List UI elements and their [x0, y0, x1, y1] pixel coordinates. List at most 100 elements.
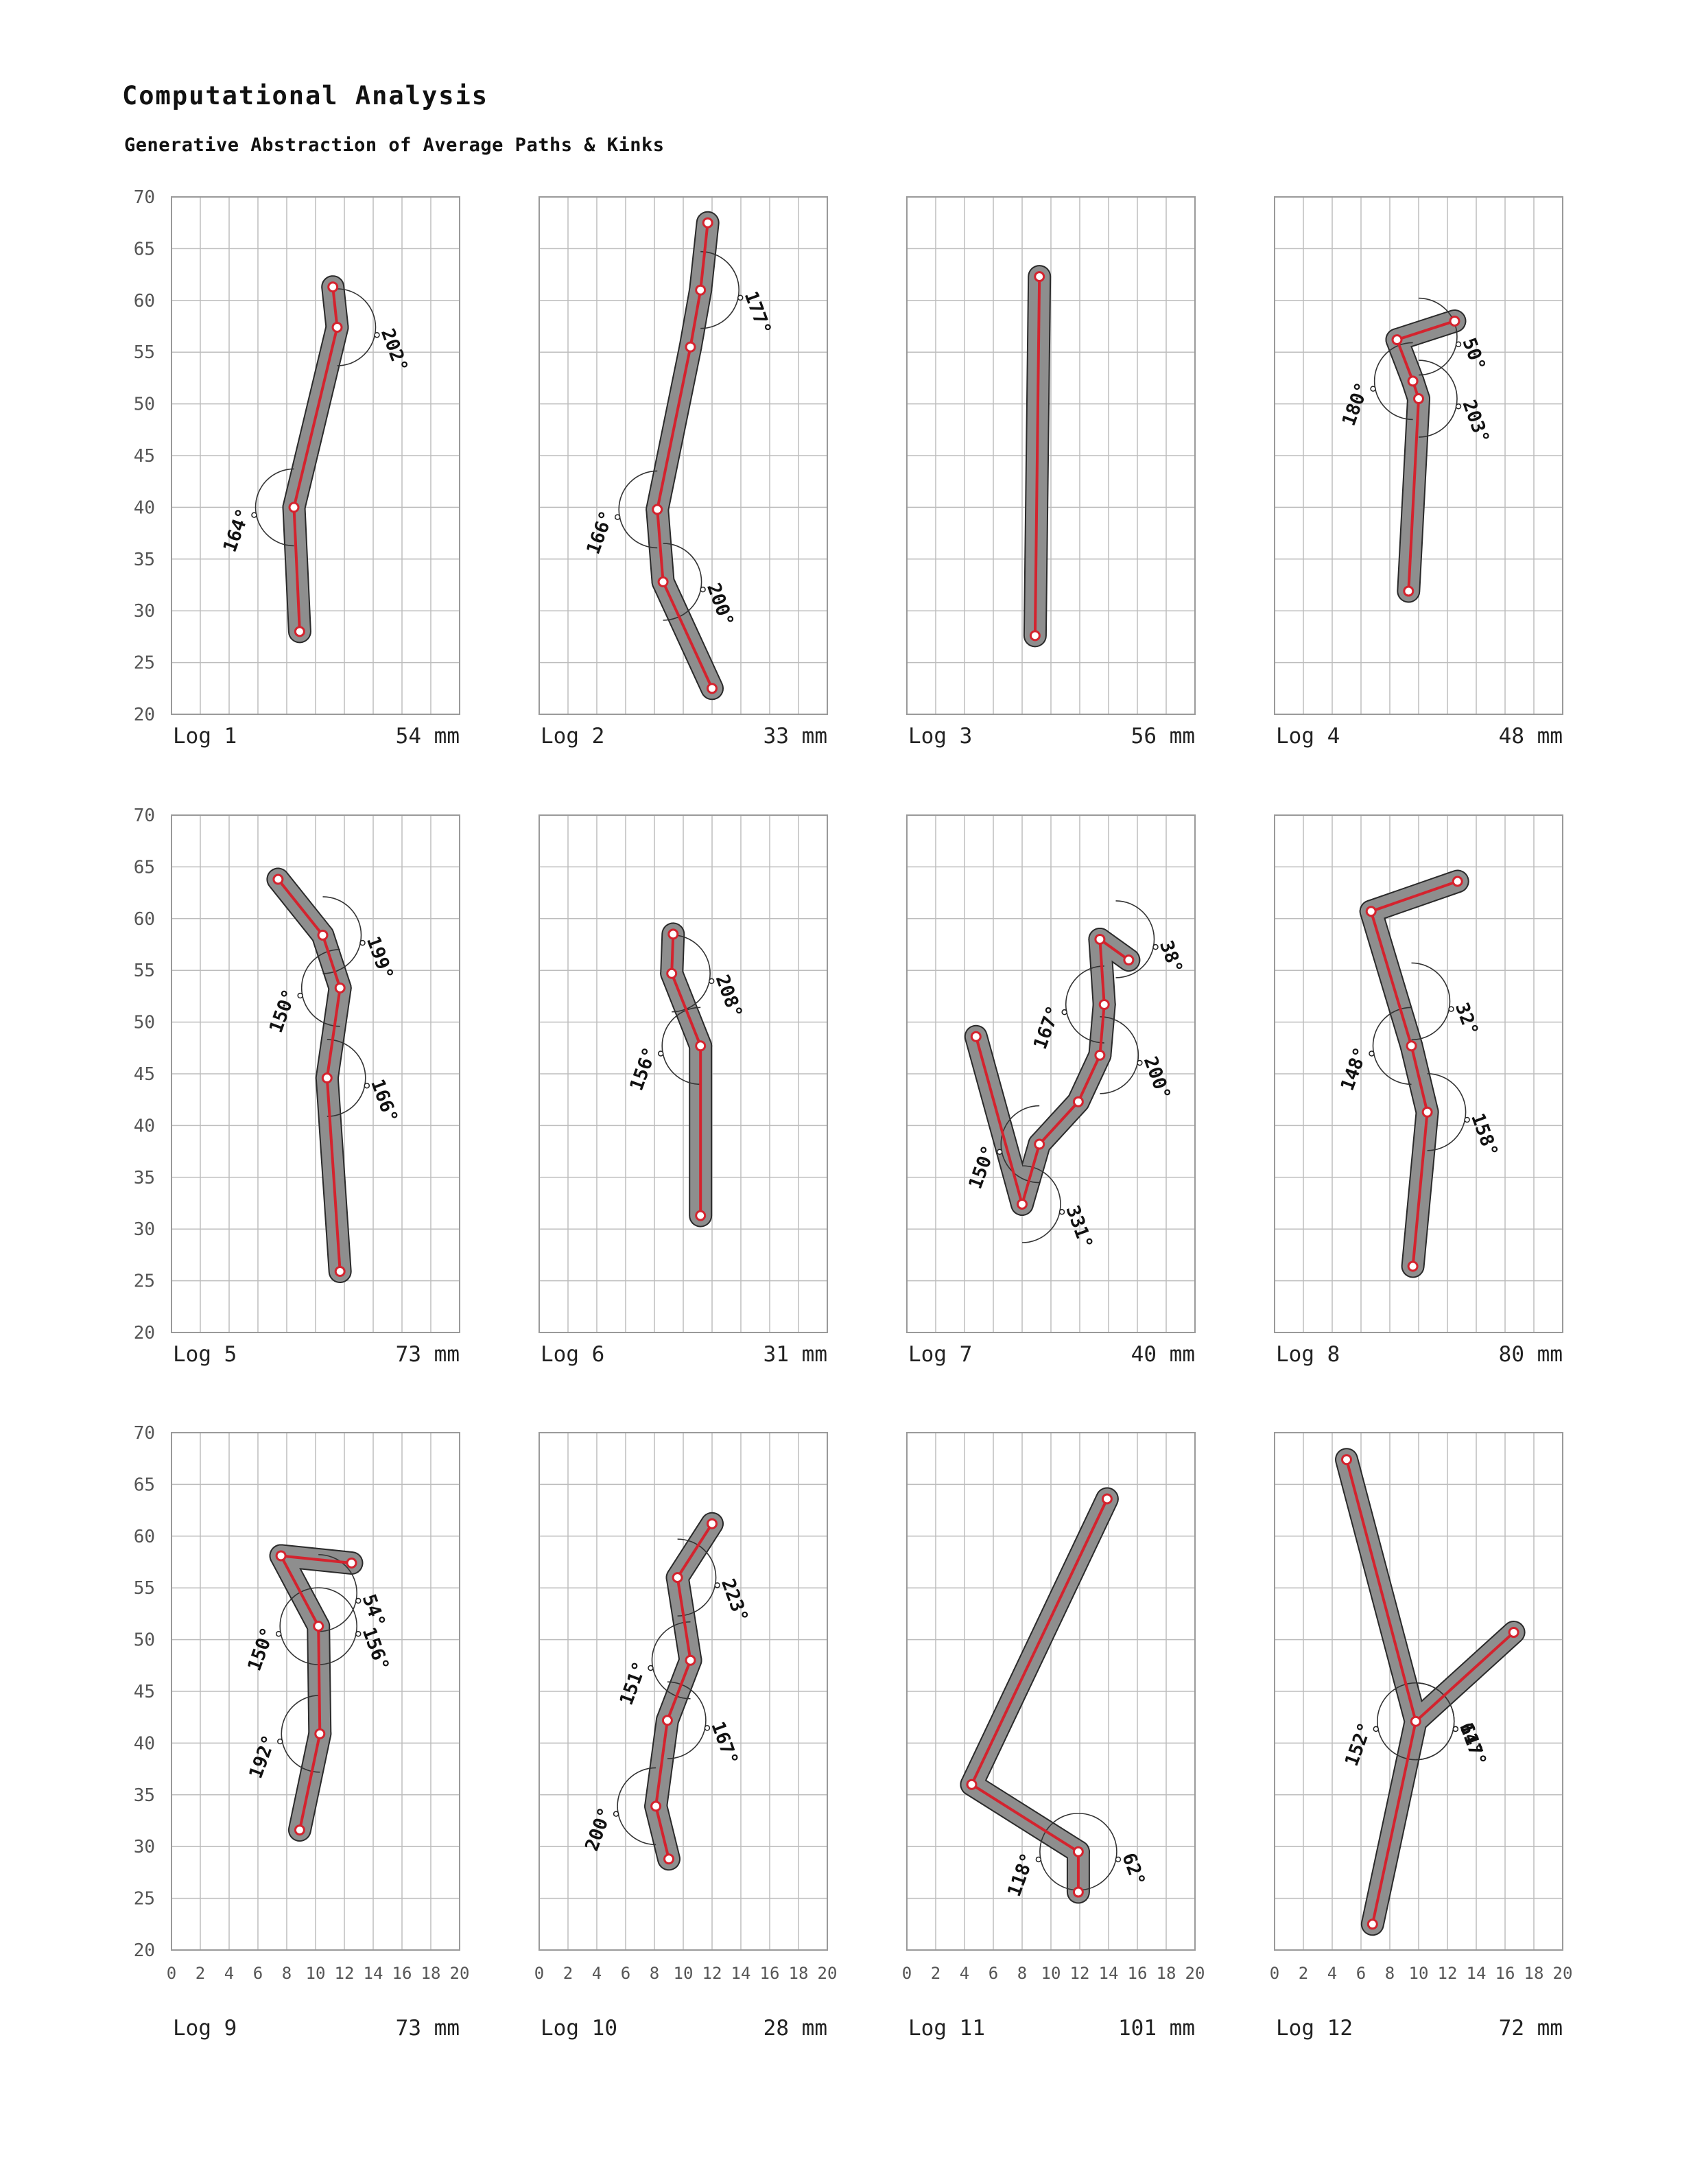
log-chart-8: 32° 148° 158°: [1274, 814, 1563, 1333]
path-point: [695, 1040, 707, 1052]
x-tick-label: 2: [196, 1964, 205, 1983]
log-chart-5: 20 25 30 35 40 45 50 55 60 65 70 199° 150° 166°: [134, 806, 460, 1343]
path-segment: [971, 1783, 1079, 1853]
log-length: 80 mm: [1498, 1342, 1563, 1367]
angle-arc: [1021, 1165, 1061, 1243]
angle-label: 156°: [626, 1044, 661, 1094]
average-path: [1365, 876, 1463, 1272]
angle-label: 200°: [1139, 1054, 1174, 1103]
path-segment: [321, 935, 342, 989]
y-tick-label: 60: [134, 1527, 155, 1547]
y-tick-label: 45: [134, 446, 155, 467]
angle-marker: [657, 1050, 664, 1057]
x-tick-label: 18: [1157, 1964, 1176, 1983]
log-chart-9: 20 25 30 35 40 45 50 55 60 65 70 0 2 4 6 8 10 12 14 16 18 20 5…: [134, 1423, 470, 1983]
average-path: [970, 933, 1135, 1210]
angle-label: 167°: [1030, 1003, 1065, 1053]
angle-label: 156°: [358, 1625, 393, 1674]
angle-arc: [337, 288, 377, 366]
plot-frame: [539, 196, 828, 715]
path-point: [650, 1800, 662, 1812]
average-path: [272, 873, 346, 1278]
path-point: [1029, 630, 1041, 642]
x-tick-label: 12: [335, 1964, 355, 1983]
angle-marker: [1137, 1059, 1143, 1066]
x-tick-label: 20: [1553, 1964, 1573, 1983]
path-segment: [1033, 277, 1041, 636]
path-point: [707, 683, 718, 694]
x-tick-label: 14: [364, 1964, 383, 1983]
average-path: [1341, 1454, 1519, 1930]
path-point: [667, 928, 679, 940]
path-point: [661, 1715, 673, 1726]
angle-marker: [1373, 1726, 1380, 1733]
path-segment: [276, 878, 324, 937]
log-label: Log 3: [908, 724, 973, 749]
log-body: [960, 1487, 1119, 1904]
y-tick-label: 65: [134, 239, 155, 259]
angle-label: 199°: [362, 934, 397, 983]
angle-arc: [281, 1695, 320, 1773]
path-segment: [670, 972, 702, 1047]
y-tick-label: 60: [134, 909, 155, 930]
plot-frame: [1274, 814, 1563, 1333]
path-segment: [279, 1555, 320, 1627]
path-point: [1034, 271, 1045, 283]
log-length: 40 mm: [1131, 1342, 1195, 1367]
path-point: [314, 1728, 326, 1739]
plot-frame: [171, 1432, 460, 1951]
y-tick-label: 25: [134, 1889, 155, 1910]
path-segment: [654, 1719, 669, 1807]
log-label: Log 5: [173, 1342, 237, 1367]
y-tick-label: 30: [134, 1219, 155, 1240]
log-label: Log 12: [1276, 2016, 1353, 2041]
path-segment: [699, 222, 709, 290]
path-segment: [1021, 1143, 1041, 1205]
angle-marker: [704, 1725, 711, 1731]
y-tick-label: 30: [134, 601, 155, 622]
path-segment: [1345, 1459, 1417, 1722]
y-tick-label: 70: [134, 1423, 155, 1444]
path-point: [1101, 1493, 1113, 1505]
y-tick-label: 35: [134, 1785, 155, 1806]
log-chart-1: 20 25 30 35 40 45 50 55 60 65 70 202° 164°: [134, 187, 460, 725]
angle-marker: [355, 1630, 362, 1637]
path-point: [695, 284, 707, 296]
path-point: [331, 322, 343, 333]
x-tick-label: 14: [731, 1964, 751, 1983]
path-point: [1391, 334, 1403, 346]
path-segment: [970, 1498, 1109, 1785]
angle-marker: [1369, 1050, 1375, 1057]
angle-label: 158°: [1467, 1111, 1502, 1160]
grid: [906, 1432, 1196, 1951]
angle-arc: [279, 1587, 319, 1665]
angle-marker: [1455, 403, 1462, 410]
y-tick-label: 60: [134, 291, 155, 312]
x-tick-label: 12: [1070, 1964, 1090, 1983]
path-point: [1410, 1715, 1421, 1727]
path-segment: [666, 1660, 692, 1721]
log-chart-7: 38°167°200°150°331°: [906, 814, 1196, 1333]
angle-marker: [1152, 943, 1159, 950]
x-tick-label: 6: [621, 1964, 630, 1983]
path-point: [334, 1266, 346, 1278]
y-tick-label: 70: [134, 806, 155, 826]
plot-frame: [539, 814, 828, 1333]
angle-label: 166°: [366, 1077, 401, 1126]
x-tick-label: 10: [1409, 1964, 1429, 1983]
angle-marker: [374, 331, 380, 338]
log-label: Log 4: [1276, 724, 1340, 749]
path-segment: [656, 347, 692, 510]
x-tick-label: 8: [282, 1964, 292, 1983]
angle-marker: [700, 586, 706, 593]
angle-arc: [1415, 1682, 1455, 1761]
angle-marker: [1035, 1856, 1042, 1863]
path-segment: [974, 1036, 1023, 1205]
path-point: [1407, 1260, 1419, 1272]
angle-label: 152°: [1341, 1720, 1376, 1770]
angle-marker: [1115, 1856, 1122, 1863]
angle-marker: [277, 1738, 283, 1745]
angle-arc: [617, 1767, 656, 1846]
log-length: 48 mm: [1498, 724, 1563, 749]
log-length: 28 mm: [763, 2016, 827, 2041]
